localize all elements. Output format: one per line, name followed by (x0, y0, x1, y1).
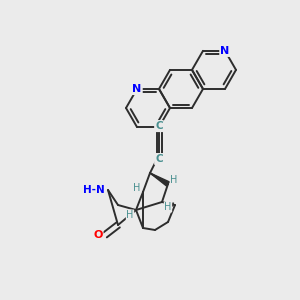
Text: H-N: H-N (83, 185, 105, 195)
Text: N: N (132, 84, 142, 94)
Text: H: H (126, 210, 134, 220)
Text: C: C (155, 121, 163, 131)
Text: H: H (164, 202, 172, 212)
Text: N: N (220, 46, 230, 56)
Text: O: O (94, 230, 103, 240)
Text: C: C (155, 154, 163, 164)
Text: H: H (133, 183, 141, 193)
Polygon shape (150, 173, 169, 186)
Text: H: H (170, 175, 178, 185)
